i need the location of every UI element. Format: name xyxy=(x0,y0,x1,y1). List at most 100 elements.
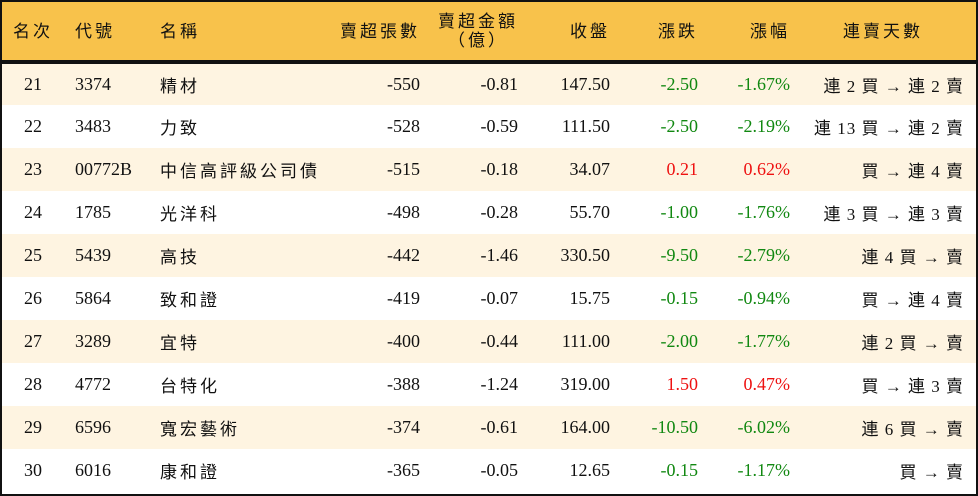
cell-name: 光洋科 xyxy=(160,205,220,224)
cell-change: 1.50 xyxy=(666,374,699,394)
table-row: 26 5864 致和證 -419 -0.07 15.75 -0.15 -0.94… xyxy=(2,277,976,320)
header-sell-amount: 賣超金額 （億） xyxy=(420,2,518,64)
cell-sell-volume: -388 xyxy=(387,374,420,394)
cell-change-pct: -1.77% xyxy=(737,331,791,351)
table-header-row: 名次 代號 名稱 賣超張數 賣超金額 （億） 收盤 漲跌 漲幅 連賣天數 xyxy=(2,2,976,64)
cell-name: 康和證 xyxy=(160,463,220,482)
cell-code: 1785 xyxy=(75,202,111,222)
cell-sell-volume: -374 xyxy=(387,417,420,437)
cell-code: 5439 xyxy=(75,245,111,265)
cell-code: 3289 xyxy=(75,331,111,351)
table-row: 27 3289 宜特 -400 -0.44 111.00 -2.00 -1.77… xyxy=(2,320,976,363)
cell-sell-amount: -0.59 xyxy=(480,116,519,136)
cell-change: -1.00 xyxy=(660,202,699,222)
cell-name: 高技 xyxy=(160,248,200,267)
cell-code: 3374 xyxy=(75,74,111,94)
cell-change: -2.50 xyxy=(660,116,699,136)
cell-sell-amount: -0.18 xyxy=(480,159,519,179)
cell-name: 致和證 xyxy=(160,291,220,310)
cell-close: 111.00 xyxy=(561,331,610,351)
cell-close: 15.75 xyxy=(569,288,611,308)
header-sell-amount-line1: 賣超金額 xyxy=(438,12,518,31)
cell-rank: 30 xyxy=(24,460,42,480)
cell-change: -2.00 xyxy=(660,331,699,351)
cell-sell-amount: -0.07 xyxy=(480,288,519,308)
table-row: 30 6016 康和證 -365 -0.05 12.65 -0.15 -1.17… xyxy=(2,449,976,492)
header-change-pct: 漲幅 xyxy=(698,2,790,64)
cell-close: 12.65 xyxy=(569,460,611,480)
header-sell-volume: 賣超張數 xyxy=(318,2,420,64)
cell-sell-volume: -419 xyxy=(387,288,420,308)
cell-streak: 連 2 買 → 連 2 賣 xyxy=(823,77,964,96)
cell-change: 0.21 xyxy=(666,159,699,179)
cell-sell-amount: -0.61 xyxy=(480,417,519,437)
cell-change-pct: -1.76% xyxy=(737,202,791,222)
cell-sell-volume: -442 xyxy=(387,245,420,265)
cell-code: 5864 xyxy=(75,288,111,308)
cell-code: 00772B xyxy=(75,159,133,179)
cell-streak: 連 3 買 → 連 3 賣 xyxy=(823,205,964,224)
table-row: 23 00772B 中信高評級公司債 -515 -0.18 34.07 0.21… xyxy=(2,148,976,191)
table-row: 29 6596 寬宏藝術 -374 -0.61 164.00 -10.50 -6… xyxy=(2,406,976,449)
cell-change-pct: 0.47% xyxy=(743,374,791,394)
cell-rank: 29 xyxy=(24,417,42,437)
cell-streak: 連 6 買 → 賣 xyxy=(861,420,964,439)
cell-change-pct: -2.79% xyxy=(737,245,791,265)
cell-rank: 23 xyxy=(24,159,42,179)
cell-close: 164.00 xyxy=(560,417,611,437)
cell-rank: 26 xyxy=(24,288,42,308)
cell-streak: 買 → 連 3 賣 xyxy=(861,377,964,396)
cell-streak: 連 2 買 → 賣 xyxy=(861,334,964,353)
cell-sell-amount: -1.46 xyxy=(480,245,519,265)
cell-streak: 連 13 買 → 連 2 賣 xyxy=(814,119,964,138)
cell-code: 6596 xyxy=(75,417,111,437)
cell-change: -2.50 xyxy=(660,74,699,94)
cell-close: 330.50 xyxy=(560,245,611,265)
cell-change-pct: 0.62% xyxy=(743,159,791,179)
cell-sell-volume: -550 xyxy=(387,74,420,94)
cell-change-pct: -1.67% xyxy=(737,74,791,94)
cell-change-pct: -0.94% xyxy=(737,288,791,308)
cell-change-pct: -6.02% xyxy=(737,417,791,437)
cell-streak: 買 → 賣 xyxy=(899,463,964,482)
header-change: 漲跌 xyxy=(610,2,698,64)
cell-name: 精材 xyxy=(160,77,200,96)
table-row: 25 5439 高技 -442 -1.46 330.50 -9.50 -2.79… xyxy=(2,234,976,277)
cell-name: 力致 xyxy=(160,119,200,138)
cell-sell-volume: -400 xyxy=(387,331,420,351)
cell-code: 4772 xyxy=(75,374,111,394)
cell-change-pct: -2.19% xyxy=(737,116,791,136)
cell-name: 台特化 xyxy=(160,377,220,396)
cell-sell-amount: -0.28 xyxy=(480,202,519,222)
cell-sell-volume: -498 xyxy=(387,202,420,222)
cell-close: 34.07 xyxy=(569,159,611,179)
cell-code: 6016 xyxy=(75,460,111,480)
cell-code: 3483 xyxy=(75,116,111,136)
cell-sell-volume: -515 xyxy=(387,159,420,179)
header-streak: 連賣天數 xyxy=(790,2,976,64)
header-rank: 名次 xyxy=(2,2,64,64)
cell-sell-volume: -365 xyxy=(387,460,420,480)
cell-close: 319.00 xyxy=(560,374,611,394)
cell-streak: 買 → 連 4 賣 xyxy=(861,162,964,181)
header-sell-volume-label: 賣超張數 xyxy=(340,21,420,41)
cell-sell-volume: -528 xyxy=(387,116,420,136)
cell-sell-amount: -0.44 xyxy=(480,331,519,351)
cell-sell-amount: -0.81 xyxy=(480,74,519,94)
table-row: 28 4772 台特化 -388 -1.24 319.00 1.50 0.47%… xyxy=(2,363,976,406)
cell-rank: 25 xyxy=(24,245,42,265)
header-name: 名稱 xyxy=(148,2,318,64)
cell-change: -10.50 xyxy=(651,417,699,437)
cell-change: -0.15 xyxy=(660,288,699,308)
cell-close: 55.70 xyxy=(569,202,611,222)
cell-rank: 22 xyxy=(24,116,42,136)
cell-streak: 連 4 買 → 賣 xyxy=(861,248,964,267)
table-body: 21 3374 精材 -550 -0.81 147.50 -2.50 -1.67… xyxy=(2,62,976,492)
header-close: 收盤 xyxy=(518,2,610,64)
cell-close: 147.50 xyxy=(560,74,611,94)
cell-sell-amount: -1.24 xyxy=(480,374,519,394)
cell-streak: 買 → 連 4 賣 xyxy=(861,291,964,310)
table-row: 22 3483 力致 -528 -0.59 111.50 -2.50 -2.19… xyxy=(2,105,976,148)
